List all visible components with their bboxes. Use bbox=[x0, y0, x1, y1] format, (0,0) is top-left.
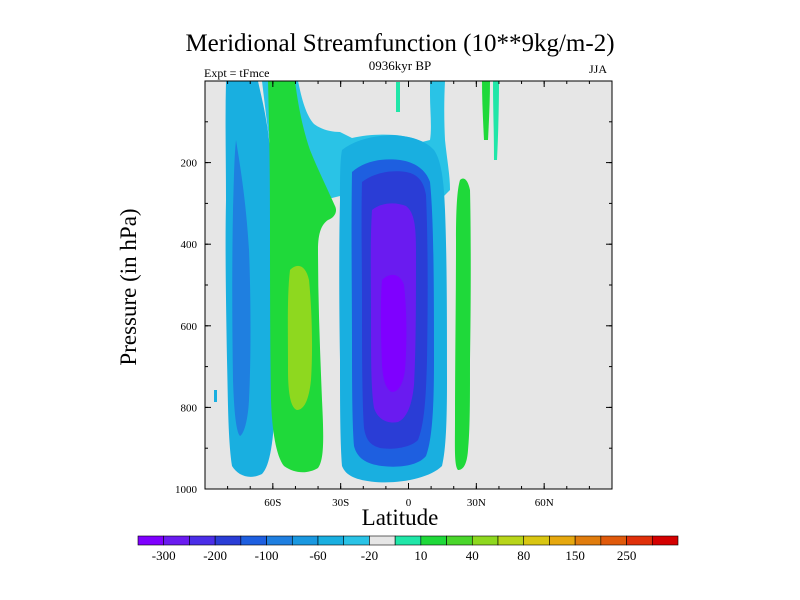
y-tick-label: 600 bbox=[181, 321, 198, 333]
colorbar-swatch bbox=[137, 535, 165, 546]
lower-left-speck bbox=[214, 390, 217, 402]
x-tick-label: 30S bbox=[332, 497, 349, 509]
x-tick-label: 0 bbox=[406, 497, 412, 509]
colorbar-label: 80 bbox=[517, 548, 530, 563]
x-tick-label: 60S bbox=[264, 497, 281, 509]
colorbar-label: -200 bbox=[203, 548, 227, 563]
colorbar-swatch bbox=[549, 535, 576, 546]
ferrel-cell-core bbox=[287, 265, 313, 410]
colorbar-swatch bbox=[163, 535, 190, 546]
y-tick-label: 800 bbox=[181, 402, 198, 414]
colorbar-swatch bbox=[317, 535, 345, 546]
minor-ticks bbox=[204, 81, 613, 490]
colorbar-label: -300 bbox=[152, 548, 176, 563]
chart-title: Meridional Streamfunction (10**9kg/m-2) bbox=[185, 30, 615, 57]
colorbar-swatch bbox=[240, 535, 267, 546]
contour-fills bbox=[214, 81, 499, 483]
colorbar-label: 250 bbox=[617, 548, 637, 563]
x-ticks: 60S 30S 0 30N 60N bbox=[264, 81, 554, 509]
colorbar-label: -100 bbox=[255, 548, 279, 563]
colorbar-label: -60 bbox=[309, 548, 326, 563]
experiment-annotation: Expt = tFmce bbox=[204, 66, 270, 80]
colorbar-label: 150 bbox=[565, 548, 585, 563]
colorbar: -300 -200 -100 -60 -20 10 40 80 150 250 bbox=[137, 535, 679, 563]
x-axis-label: Latitude bbox=[361, 505, 439, 530]
northern-jet-strand-2 bbox=[493, 81, 499, 160]
colorbar-label: -20 bbox=[361, 548, 378, 563]
season-annotation: JJA bbox=[589, 62, 608, 76]
colorbar-swatch bbox=[420, 535, 447, 546]
colorbar-label: 10 bbox=[414, 548, 427, 563]
x-tick-label: 30N bbox=[467, 497, 486, 509]
colorbar-swatch bbox=[394, 535, 422, 546]
colorbar-swatch bbox=[574, 535, 602, 546]
colorbar-swatch bbox=[651, 535, 679, 546]
colorbar-swatch bbox=[600, 535, 627, 546]
colorbar-swatch bbox=[446, 535, 473, 546]
colorbar-swatch bbox=[291, 535, 319, 546]
y-tick-label: 1000 bbox=[175, 484, 198, 496]
colorbar-swatch bbox=[471, 535, 499, 546]
y-tick-label: 400 bbox=[181, 239, 198, 251]
northern-cell bbox=[454, 178, 471, 470]
chart-subtitle: 0936kyr BP bbox=[368, 58, 432, 73]
colorbar-swatch bbox=[214, 535, 242, 546]
southern-cell-core bbox=[232, 140, 251, 436]
colorbar-swatch bbox=[266, 535, 293, 546]
colorbar-swatch bbox=[189, 535, 216, 546]
y-ticks: 200 400 600 800 1000 bbox=[175, 158, 612, 496]
colorbar-swatch bbox=[343, 535, 370, 546]
upper-green-tick bbox=[396, 82, 400, 112]
colorbar-swatch bbox=[626, 535, 653, 546]
northern-jet-strand bbox=[482, 81, 490, 140]
colorbar-swatch bbox=[497, 535, 525, 546]
colorbar-swatch bbox=[523, 535, 550, 546]
y-tick-label: 200 bbox=[181, 158, 198, 170]
colorbar-swatch bbox=[369, 535, 396, 546]
hadley-cell-center bbox=[380, 274, 407, 392]
colorbar-label: 40 bbox=[466, 548, 479, 563]
x-tick-label: 60N bbox=[535, 497, 554, 509]
